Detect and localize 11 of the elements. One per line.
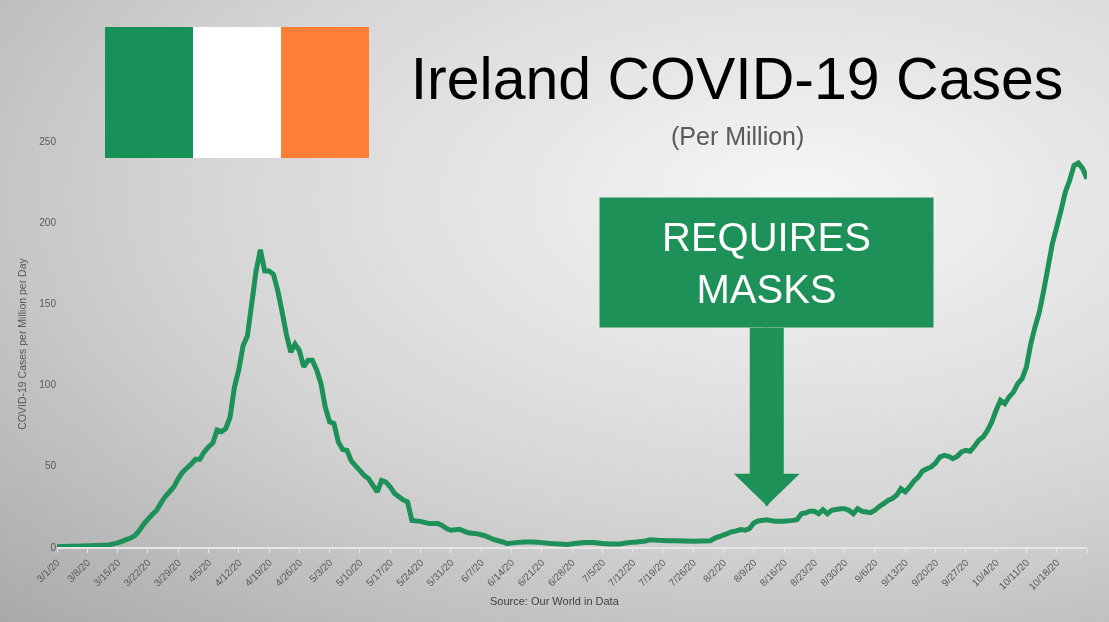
- y-tick-label: 0: [50, 541, 57, 553]
- y-tick-label: 100: [39, 379, 57, 391]
- source-note: Source: Our World in Data: [490, 595, 620, 607]
- y-tick-label: 200: [39, 216, 57, 228]
- y-tick-label: 50: [44, 460, 57, 472]
- chart-subtitle: (Per Million): [671, 122, 805, 150]
- annotation: REQUIRES MASKS: [662, 214, 871, 311]
- y-tick-label: 150: [39, 297, 57, 309]
- y-tick-label: 250: [39, 135, 57, 147]
- chart-title: Ireland COVID-19 Cases: [410, 45, 1064, 112]
- y-axis-title: COVID-19 Cases per Million per Day: [16, 257, 29, 430]
